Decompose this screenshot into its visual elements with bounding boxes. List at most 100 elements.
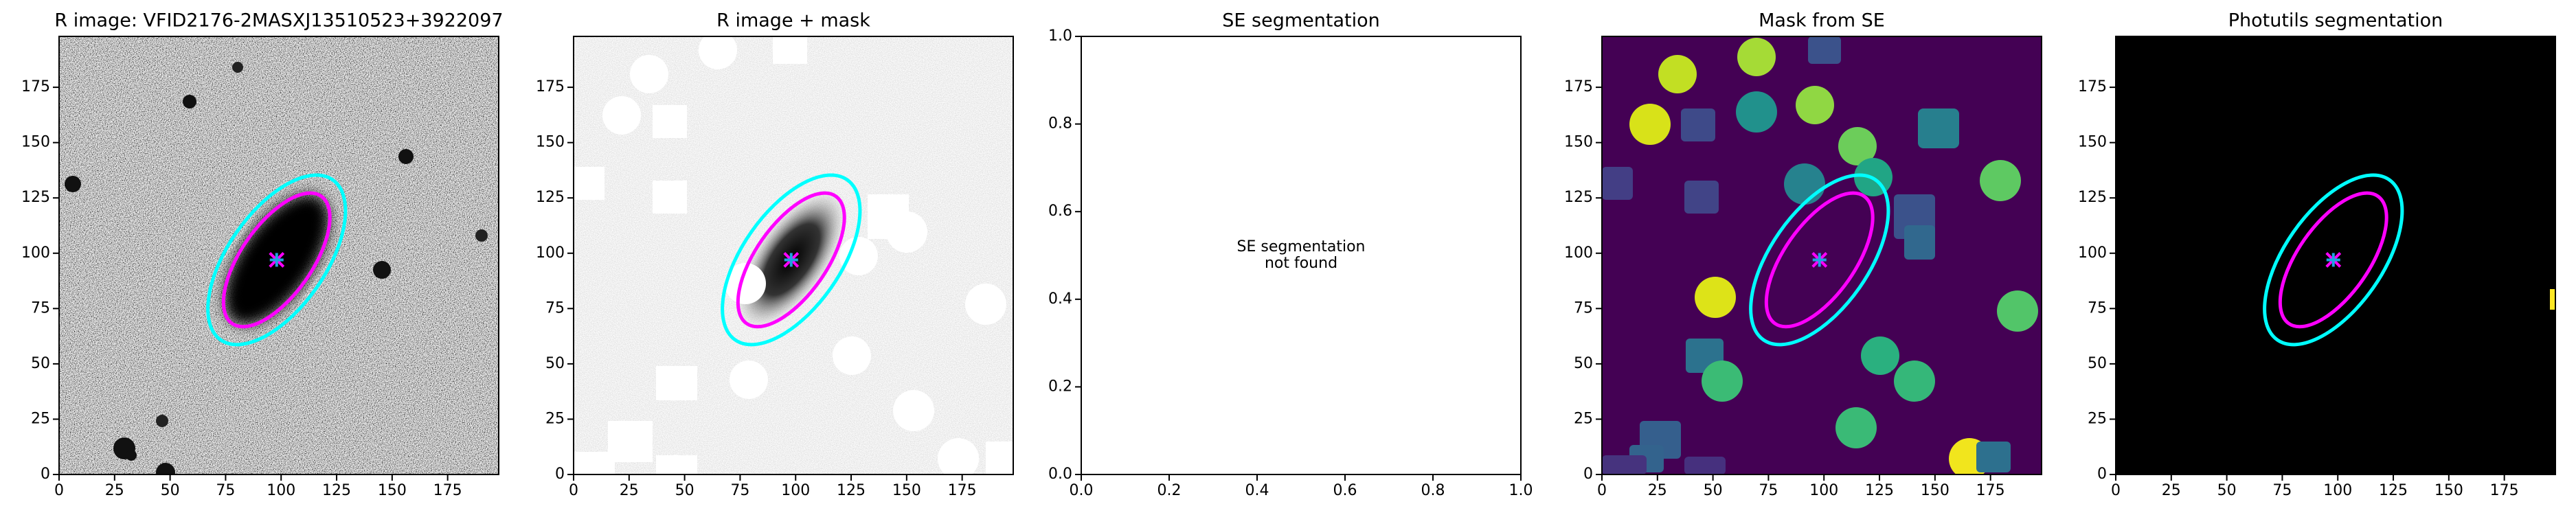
y-tick-label: 125 — [2078, 189, 2107, 206]
x-tick-label: 50 — [161, 482, 180, 499]
x-tick-label: 0 — [2111, 482, 2121, 499]
x-tick-label: 175 — [433, 482, 462, 499]
y-tick-label: 25 — [545, 410, 565, 427]
x-tick-label: 75 — [730, 482, 749, 499]
y-tick-label: 50 — [545, 355, 565, 372]
x-tick-label: 75 — [1759, 482, 1778, 499]
x-tick-label: 0.8 — [1421, 482, 1445, 499]
y-tick-label: 0 — [555, 466, 565, 483]
y-tick-label: 25 — [31, 410, 50, 427]
x-tick-label: 100 — [781, 482, 810, 499]
x-tick-label: 150 — [892, 482, 921, 499]
y-tick-label: 175 — [2078, 78, 2107, 95]
x-tick-label: 0.0 — [1070, 482, 1094, 499]
x-tick-label: 50 — [675, 482, 694, 499]
y-tick-label: 150 — [536, 134, 565, 151]
panel-title: R image + mask — [716, 10, 870, 32]
y-tick-label: 100 — [2078, 244, 2107, 262]
x-tick-label: 125 — [1865, 482, 1894, 499]
aperture-ellipse — [2278, 191, 2388, 329]
x-tick-label: 0 — [1597, 482, 1607, 499]
x-tick-label: 25 — [2162, 482, 2181, 499]
x-tick-label: 100 — [267, 482, 295, 499]
y-tick-label: 1.0 — [1048, 27, 1072, 45]
y-tick-label: 150 — [2078, 134, 2107, 151]
x-tick-label: 175 — [948, 482, 977, 499]
x-tick-label: 25 — [1648, 482, 1667, 499]
center-marker — [269, 253, 284, 267]
axes-frame — [2115, 36, 2556, 475]
x-tick-label: 0 — [54, 482, 64, 499]
y-tick-label: 0 — [2097, 466, 2107, 483]
y-tick-label: 0.2 — [1048, 378, 1072, 395]
y-tick-label: 150 — [21, 134, 50, 151]
y-tick-label: 50 — [1574, 355, 1593, 372]
x-tick-label: 1.0 — [1509, 482, 1533, 499]
image-photutils — [2116, 36, 2555, 474]
y-tick-label: 0.4 — [1048, 290, 1072, 308]
x-tick-label: 150 — [2434, 482, 2463, 499]
aperture-ellipse — [736, 191, 846, 329]
y-tick-label: 50 — [31, 355, 50, 372]
y-tick-label: 175 — [21, 78, 50, 95]
x-tick-label: 50 — [1704, 482, 1723, 499]
y-tick-label: 25 — [1574, 410, 1593, 427]
aperture-ellipse — [1764, 191, 1875, 329]
x-tick-label: 125 — [2379, 482, 2408, 499]
axes-frame — [1601, 36, 2042, 475]
y-tick-label: 75 — [1574, 299, 1593, 317]
y-tick-label: 175 — [1564, 78, 1593, 95]
center-marker — [784, 253, 798, 267]
x-tick-label: 150 — [1921, 482, 1950, 499]
y-tick-label: 175 — [536, 78, 565, 95]
x-tick-label: 0.4 — [1245, 482, 1269, 499]
x-tick-label: 100 — [2323, 482, 2352, 499]
y-tick-label: 100 — [536, 244, 565, 262]
y-tick-label: 125 — [21, 189, 50, 206]
x-tick-label: 25 — [620, 482, 639, 499]
y-tick-label: 125 — [1564, 189, 1593, 206]
y-tick-label: 0 — [41, 466, 50, 483]
y-tick-label: 0.6 — [1048, 203, 1072, 220]
center-marker — [1812, 253, 1827, 267]
image-se-mask — [1602, 36, 2042, 474]
y-tick-label: 0.8 — [1048, 115, 1072, 133]
y-tick-label: 125 — [536, 189, 565, 206]
panel-title: Photutils segmentation — [2228, 10, 2443, 32]
aperture-ellipse — [1749, 173, 1890, 347]
aperture-ellipse — [206, 173, 348, 347]
axes-frame — [1081, 36, 1522, 475]
y-tick-label: 0.0 — [1048, 466, 1072, 483]
x-tick-label: 150 — [378, 482, 407, 499]
x-tick-label: 50 — [2217, 482, 2237, 499]
x-tick-label: 25 — [105, 482, 124, 499]
panel-title: R image: VFID2176-2MASXJ13510523+3922097 — [54, 10, 503, 32]
axes-frame — [573, 36, 1014, 475]
x-tick-label: 175 — [2490, 482, 2519, 499]
aperture-ellipse — [2263, 173, 2404, 347]
x-tick-label: 75 — [216, 482, 235, 499]
x-tick-label: 100 — [1809, 482, 1838, 499]
panel-title: Mask from SE — [1759, 10, 1885, 32]
x-tick-label: 0.6 — [1333, 482, 1357, 499]
center-marker — [2326, 253, 2340, 267]
x-tick-label: 75 — [2272, 482, 2292, 499]
axes-frame — [58, 36, 499, 475]
x-tick-label: 0.2 — [1157, 482, 1182, 499]
aperture-ellipse — [221, 191, 332, 329]
x-tick-label: 125 — [837, 482, 866, 499]
y-tick-label: 75 — [2088, 299, 2107, 317]
x-tick-label: 125 — [322, 482, 351, 499]
y-tick-label: 100 — [1564, 244, 1593, 262]
panel-title: SE segmentation — [1222, 10, 1379, 32]
x-tick-label: 175 — [1976, 482, 2005, 499]
annotation: not found — [1265, 255, 1337, 272]
y-tick-label: 100 — [21, 244, 50, 262]
aperture-ellipse — [721, 173, 862, 347]
y-tick-label: 75 — [31, 299, 50, 317]
image-r-mask — [574, 36, 1013, 474]
y-tick-label: 0 — [1583, 466, 1593, 483]
x-tick-label: 0 — [569, 482, 578, 499]
